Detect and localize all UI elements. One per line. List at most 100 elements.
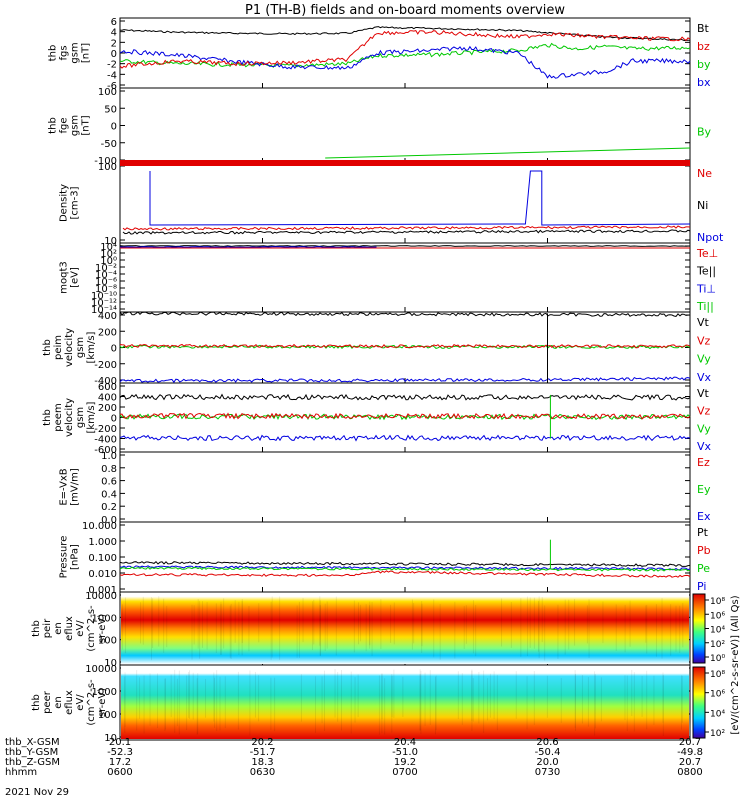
footer-value: 20.1	[109, 737, 131, 748]
colorbar-tick-label: 10⁴	[710, 709, 725, 719]
y-axis-label: thb	[31, 620, 42, 637]
y-tick-label: 4	[111, 28, 117, 39]
trace-By	[325, 147, 691, 159]
y-axis-label: thb	[48, 45, 59, 62]
legend-ne: Ne	[697, 167, 712, 180]
y-axis-label: peir	[42, 618, 53, 638]
y-axis-label: [nPa]	[70, 544, 81, 570]
y-axis-label: velocity	[64, 398, 75, 437]
y-tick-label: 10.000	[82, 521, 117, 532]
legend-vt: Vt	[697, 387, 710, 400]
y-axis-label: eflux	[64, 690, 75, 715]
trace-ni	[122, 229, 691, 235]
legend-pt: Pt	[697, 526, 709, 539]
y-tick-label: 1.0	[101, 451, 117, 462]
legend-pi: Pi	[697, 580, 706, 593]
trace-bx	[119, 45, 691, 79]
y-tick-label: -200	[94, 424, 117, 435]
y-tick-label: 10⁻⁸	[95, 284, 117, 295]
y-axis-label: gsm	[70, 115, 81, 136]
y-tick-label: 50	[104, 104, 117, 115]
y-tick-label: 10⁻¹²	[91, 298, 117, 309]
trace-npot	[149, 170, 691, 226]
y-tick-label: -600	[94, 445, 117, 456]
y-axis-label: sr-eV)	[97, 614, 108, 643]
y-axis-label: gsm	[75, 407, 86, 428]
y-axis-label: moqt3	[59, 261, 70, 294]
y-axis-label: [mV/m]	[70, 468, 81, 506]
colorbar-label: [eV/(cm^2-s-sr-eV)] (All Qs)	[730, 595, 741, 734]
y-tick-label: 10000	[85, 591, 117, 602]
y-tick-label: 10⁻¹⁴	[91, 305, 117, 316]
colorbar-tick-label: 10⁶	[710, 611, 725, 621]
panel-frame	[119, 87, 691, 164]
footer-value: -49.8	[677, 747, 703, 758]
trace-vz	[119, 412, 691, 420]
panel-fge: 100 50 0 -50 -100 thb fge gsm [nT] By	[48, 87, 712, 167]
y-axis-label: eV/	[75, 694, 86, 711]
panel-density: 100 10 Density [cm-3] Ne Ni Npot	[59, 162, 724, 247]
colorbar-scale	[692, 593, 706, 664]
y-axis-label: peer	[42, 690, 53, 714]
trace-vy	[119, 413, 691, 421]
y-axis-label: peim	[53, 335, 64, 360]
colorbar-tick-label: 10⁶	[710, 690, 725, 700]
y-tick-label: 0.4	[101, 489, 117, 500]
y-tick-label: 100	[98, 162, 117, 173]
y-axis-label: eflux	[64, 616, 75, 641]
footer-value: 0630	[250, 767, 275, 778]
spectrogram-peer	[119, 664, 691, 741]
y-tick-label: 0.2	[101, 502, 117, 513]
legend-ex: Ex	[697, 510, 711, 523]
y-tick-label: 1.000	[88, 537, 117, 548]
y-tick-label: 0.0	[101, 515, 117, 526]
legend-by: By	[697, 126, 712, 139]
y-tick-label: 6	[111, 17, 117, 28]
footer-row-label: thb_X-GSM	[5, 737, 60, 748]
y-tick-label: -6	[107, 81, 117, 92]
y-tick-label: 10⁰	[100, 256, 117, 267]
footer-row-label: thb_Z-GSM	[5, 757, 60, 768]
y-tick-label: 10000	[85, 664, 117, 675]
pressure-traces	[119, 539, 691, 578]
footer-value: -50.4	[535, 747, 561, 758]
legend-vt: Vt	[697, 316, 710, 329]
trace-vx	[119, 434, 691, 442]
footer-row-label: thb_Y-GSM	[5, 747, 58, 758]
legend-pb: Pb	[697, 544, 711, 557]
y-axis-label: [km/s]	[86, 401, 97, 433]
y-tick-label: 0.001	[88, 585, 117, 596]
y-tick-label: -4	[107, 70, 117, 81]
y-axis-label: (cm^2-s-	[86, 679, 97, 726]
y-tick-label: 10	[104, 658, 117, 669]
y-axis-label: (cm^2-s-	[86, 605, 97, 652]
y-tick-label: -400	[94, 435, 117, 446]
legend-ti: Ti⊥	[696, 282, 716, 295]
footer-value: 20.4	[394, 737, 416, 748]
y-axis-label: Pressure	[59, 536, 70, 579]
legend-bx: bx	[697, 76, 711, 89]
footer-value: 20.2	[251, 737, 273, 748]
y-tick-label: 2	[111, 38, 117, 49]
y-axis-label: en	[53, 622, 64, 635]
y-tick-label: 400	[98, 311, 117, 322]
y-tick-label: -100	[94, 156, 117, 167]
legend-vx: Vx	[697, 371, 712, 384]
y-tick-label: 10⁻¹⁰	[91, 291, 117, 302]
legend-te: Te||	[696, 265, 716, 278]
legend-vx: Vx	[697, 440, 712, 453]
y-tick-label: 0.8	[101, 464, 117, 475]
footer-date: 2021 Nov 29	[5, 787, 69, 798]
trace-vt	[119, 311, 691, 317]
y-tick-label: 10	[104, 733, 117, 744]
colorbar-tick-label: 10²	[710, 729, 725, 739]
trace-ti-perp	[119, 246, 377, 248]
footer-value: 20.0	[536, 757, 558, 768]
y-axis-label: [km/s]	[86, 331, 97, 363]
legend-vy: Vy	[697, 422, 711, 435]
colorbar-2: 10⁸ 10⁶ 10⁴ 10²	[692, 666, 725, 739]
legend-bz: bz	[697, 40, 710, 53]
panel-frame	[119, 521, 691, 593]
y-tick-label: 10⁴	[100, 242, 117, 253]
